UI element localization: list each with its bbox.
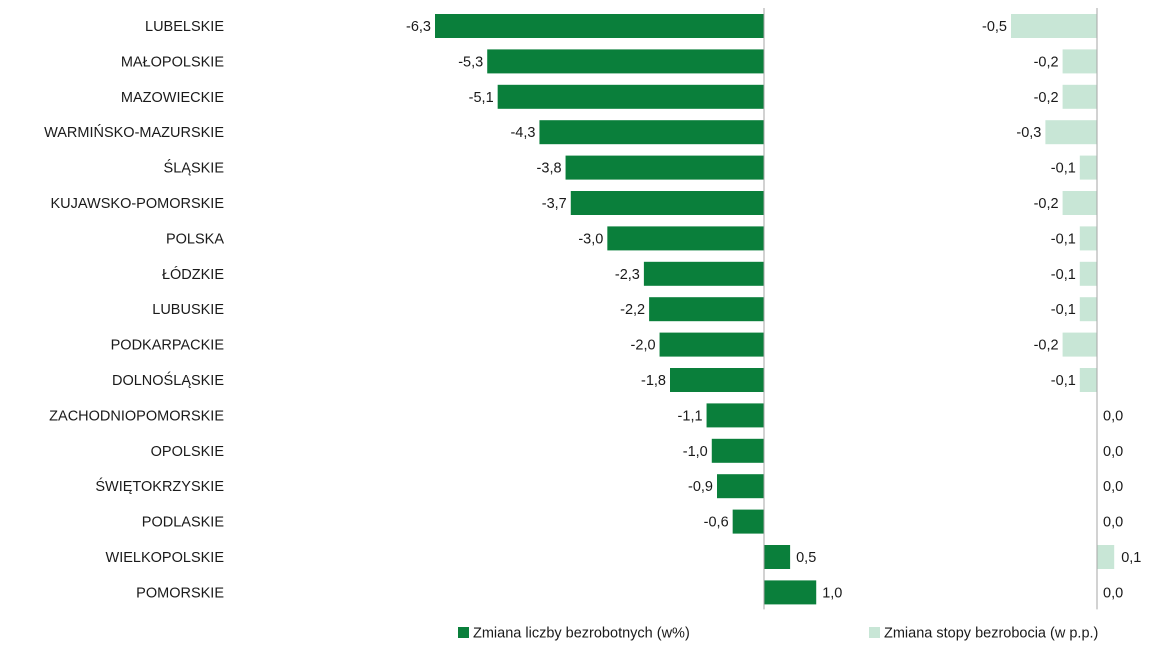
- category-label: MAZOWIECKIE: [121, 90, 224, 106]
- category-labels: LUBELSKIE MAŁOPOLSKIE MAZOWIECKIE WARMIŃSKO…: [44, 19, 224, 601]
- category-label: ŚWIĘTOKRZYSKIE: [95, 477, 224, 495]
- data-label-unemployed-change: -6,3: [406, 19, 431, 35]
- bar-unemployment-rate-change: [1079, 297, 1097, 322]
- category-label: KUJAWSKO-POMORSKIE: [51, 196, 225, 212]
- data-label-unemployment-rate-change: -0,2: [1034, 196, 1059, 212]
- bar-unemployed-change: [711, 438, 764, 463]
- bar-unemployment-rate-change: [1062, 191, 1097, 215]
- category-label: PODLASKIE: [142, 515, 225, 531]
- bar-unemployed-change: [570, 191, 764, 215]
- category-label: DOLNOŚLĄSKIE: [112, 371, 224, 389]
- data-label-unemployed-change: 1,0: [822, 585, 842, 601]
- category-label: LUBELSKIE: [145, 19, 224, 35]
- data-label-unemployed-change: -1,8: [641, 373, 666, 389]
- bar-unemployed-change: [764, 545, 791, 569]
- bar-unemployed-change: [565, 155, 764, 180]
- legend-swatch: [458, 627, 469, 638]
- data-label-unemployment-rate-change: -0,2: [1034, 54, 1059, 70]
- bar-unemployment-rate-change: [1079, 368, 1097, 392]
- bar-unemployed-change: [487, 49, 764, 74]
- legend-label: Zmiana stopy bezrobocia (w p.p.): [884, 626, 1098, 642]
- bar-unemployed-change: [649, 297, 764, 322]
- bar-unemployment-rate-change: [1062, 84, 1097, 109]
- data-label-unemployment-rate-change: 0,0: [1103, 515, 1123, 531]
- bar-unemployed-change: [764, 580, 817, 605]
- series-unemployed-change: -6,3 -5,3 -5,1 -4,3 -3,8 -3,7 -3,0 -2,3 -2,2 -2,0…: [406, 14, 842, 605]
- category-label: ZACHODNIOPOMORSKIE: [49, 408, 224, 424]
- bar-unemployment-rate-change: [1079, 155, 1097, 180]
- data-label-unemployment-rate-change: 0,1: [1121, 550, 1141, 566]
- data-label-unemployed-change: -2,3: [615, 267, 640, 283]
- series-unemployment-rate-change: -0,5 -0,2 -0,2 -0,3 -0,1 -0,2 -0,1 -0,1 -0,1 -0,2…: [982, 14, 1141, 601]
- data-label-unemployment-rate-change: 0,0: [1103, 444, 1123, 460]
- data-label-unemployment-rate-change: -0,2: [1034, 90, 1059, 106]
- data-label-unemployed-change: -0,6: [704, 515, 729, 531]
- data-label-unemployed-change: -1,1: [678, 408, 703, 424]
- legend-label: Zmiana liczby bezrobotnych (w%): [473, 626, 690, 642]
- bar-unemployed-change: [717, 474, 764, 499]
- category-label: POLSKA: [166, 231, 224, 247]
- data-label-unemployed-change: -4,3: [510, 125, 535, 141]
- bar-unemployment-rate-change: [1062, 332, 1097, 357]
- data-label-unemployed-change: -2,2: [620, 302, 645, 318]
- bar-unemployed-change: [643, 261, 764, 286]
- data-label-unemployment-rate-change: -0,1: [1051, 373, 1076, 389]
- category-label: WARMIŃSKO-MAZURSKIE: [44, 124, 224, 141]
- data-label-unemployed-change: -5,3: [458, 54, 483, 70]
- data-label-unemployment-rate-change: -0,1: [1051, 231, 1076, 247]
- legend-item-unemployed-change: Zmiana liczby bezrobotnych (w%): [458, 626, 690, 642]
- data-label-unemployment-rate-change: -0,1: [1051, 161, 1076, 177]
- bar-unemployed-change: [659, 332, 764, 357]
- data-label-unemployment-rate-change: -0,1: [1051, 267, 1076, 283]
- data-label-unemployment-rate-change: 0,0: [1103, 408, 1123, 424]
- data-label-unemployed-change: -3,8: [537, 161, 562, 177]
- data-label-unemployment-rate-change: -0,3: [1016, 125, 1041, 141]
- data-label-unemployment-rate-change: -0,5: [982, 19, 1007, 35]
- data-label-unemployed-change: -0,9: [688, 479, 713, 495]
- data-label-unemployed-change: -3,7: [542, 196, 567, 212]
- category-label: PODKARPACKIE: [111, 338, 225, 354]
- bar-unemployed-change: [607, 226, 764, 251]
- data-label-unemployment-rate-change: -0,1: [1051, 302, 1076, 318]
- category-label: POMORSKIE: [136, 585, 224, 601]
- bar-unemployed-change: [497, 84, 764, 109]
- category-label: MAŁOPOLSKIE: [121, 54, 224, 70]
- bar-unemployment-rate-change: [1011, 14, 1097, 38]
- bar-unemployed-change: [539, 120, 764, 145]
- bar-unemployed-change: [670, 368, 764, 392]
- bar-unemployment-rate-change: [1079, 261, 1097, 286]
- bar-unemployed-change: [435, 14, 764, 38]
- data-label-unemployed-change: -5,1: [469, 90, 494, 106]
- legend-swatch: [869, 627, 880, 638]
- category-label: ŚLĄSKIE: [164, 159, 225, 177]
- data-label-unemployed-change: -3,0: [578, 231, 603, 247]
- data-label-unemployment-rate-change: -0,2: [1034, 338, 1059, 354]
- legend: Zmiana liczby bezrobotnych (w%) Zmiana st…: [458, 626, 1098, 642]
- bar-unemployed-change: [706, 403, 764, 428]
- bar-unemployment-rate-change: [1045, 120, 1097, 145]
- category-label: LUBUSKIE: [152, 302, 224, 318]
- bar-unemployment-rate-change: [1079, 226, 1097, 251]
- category-label: OPOLSKIE: [151, 444, 225, 460]
- zero-axes: [763, 8, 1098, 610]
- data-label-unemployment-rate-change: 0,0: [1103, 585, 1123, 601]
- bar-unemployment-rate-change: [1097, 545, 1115, 569]
- legend-item-unemployment-rate-change: Zmiana stopy bezrobocia (w p.p.): [869, 626, 1098, 642]
- data-label-unemployed-change: 0,5: [796, 550, 816, 566]
- category-label: ŁÓDZKIE: [162, 266, 224, 283]
- bar-unemployed-change: [732, 509, 764, 534]
- data-label-unemployed-change: -2,0: [631, 338, 656, 354]
- data-label-unemployment-rate-change: 0,0: [1103, 479, 1123, 495]
- data-label-unemployed-change: -1,0: [683, 444, 708, 460]
- category-label: WIELKOPOLSKIE: [106, 550, 225, 566]
- bar-unemployment-rate-change: [1062, 49, 1097, 74]
